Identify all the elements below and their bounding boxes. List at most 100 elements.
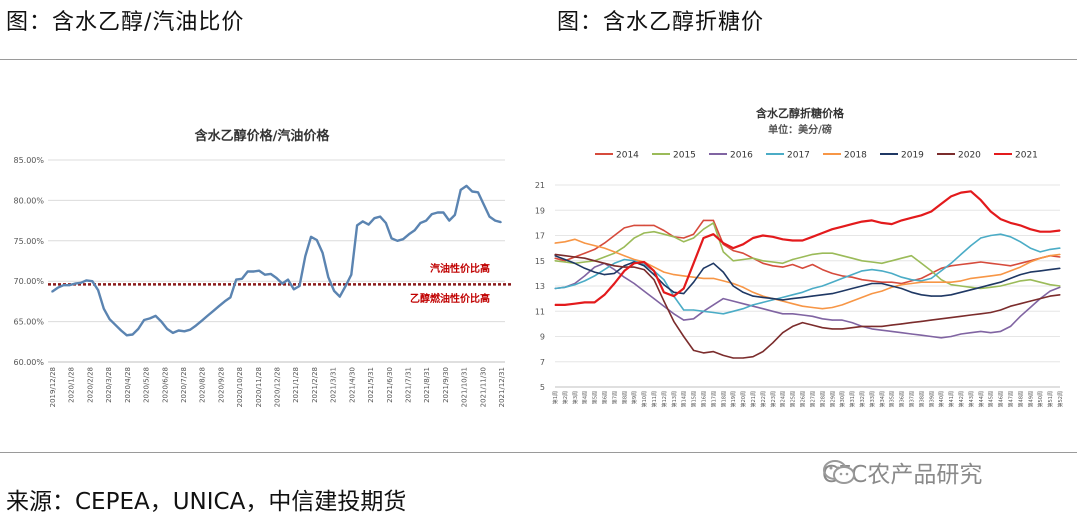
ratio-data-point [241,277,243,280]
data-point-2021 [594,301,596,304]
data-point-2020 [594,260,596,262]
data-point-2017 [940,270,942,272]
ratio-data-point [154,315,157,317]
data-point-2017 [1039,251,1041,253]
ratio-data-point [431,213,433,215]
ratio-data-point [114,324,117,326]
data-point-2015 [732,260,734,262]
right-x-tick-label: 第15周 [691,391,698,407]
data-point-2015 [1049,284,1051,286]
left-x-tick-label: 2020/2/28 [86,367,94,403]
data-point-2018 [702,277,705,280]
data-point-2021 [1029,228,1031,230]
data-point-2016 [999,330,1002,333]
right-x-tick-label: 第8周 [621,391,628,404]
right-y-tick-label: 7 [540,358,545,367]
data-point-2021 [762,234,764,237]
data-point-2021 [623,270,625,272]
data-point-2017 [792,294,794,296]
data-point-2017 [702,310,705,312]
data-point-2014 [841,275,843,277]
data-point-2014 [1059,256,1061,258]
left-x-tick-label: 2021/1/28 [292,367,300,403]
data-point-2015 [1019,280,1021,282]
ratio-data-point [246,270,249,273]
left-x-tick-label: 2020/12/28 [274,367,282,407]
data-point-2021 [683,287,685,290]
data-point-2017 [683,309,685,311]
data-point-2018 [653,266,655,268]
data-point-2016 [613,268,616,271]
data-point-2020 [673,320,675,322]
data-point-2015 [950,284,952,286]
ethanol-sugar-equivalent-chart: 含水乙醇折糖价格 单位：美分/磅 2014 2015 2016 2017 2018 201… [535,106,1064,407]
data-point-2020 [752,356,754,358]
data-point-2020 [970,314,972,316]
left-x-tick-label: 2021/3/31 [330,367,338,403]
data-point-2020 [554,253,556,256]
right-x-tick-label: 第27周 [809,391,816,407]
ratio-data-point [413,229,416,232]
data-point-2018 [980,276,982,278]
data-point-2021 [920,214,922,216]
data-point-2017 [1049,248,1051,250]
data-point-2016 [1019,315,1021,317]
right-x-tick-label: 第11周 [651,391,658,407]
ratio-data-point [488,215,491,218]
right-x-tick-label: 第41周 [948,391,955,407]
data-point-2019 [613,272,616,274]
data-point-2018 [960,280,962,282]
data-point-2018 [861,296,863,298]
data-point-2017 [623,258,625,261]
ratio-data-point [327,276,330,278]
data-point-2019 [900,287,903,290]
data-point-2021 [811,236,814,238]
data-point-2017 [841,277,843,280]
data-point-2018 [940,281,942,283]
series-line-2017 [554,233,1061,315]
data-point-2021 [702,237,705,239]
data-point-2018 [613,251,616,253]
data-point-2020 [999,309,1002,311]
right-x-tick-label: 第12周 [661,391,668,407]
data-point-2017 [722,313,724,315]
data-point-2014 [712,219,715,221]
data-point-2017 [574,284,576,286]
data-point-2020 [702,352,705,354]
data-point-2019 [742,291,744,293]
ratio-data-point [442,211,445,214]
data-point-2017 [1059,247,1061,249]
data-point-2015 [960,285,962,287]
data-point-2021 [970,190,972,192]
data-point-2017 [1009,236,1012,238]
left-figure-caption: 图：含水乙醇/汽油比价 [6,10,245,35]
data-point-2019 [861,285,863,287]
ratio-data-point [350,273,353,276]
left-x-tick-label: 2020/8/28 [199,367,207,403]
data-point-2019 [801,296,804,298]
left-x-tick-label: 2020/4/28 [124,367,132,403]
data-point-2020 [1039,298,1041,300]
data-point-2020 [653,279,655,281]
data-point-2018 [851,300,853,302]
data-point-2015 [900,257,903,259]
right-x-tick-label: 第52周 [1057,391,1064,407]
ratio-data-point [103,307,105,310]
data-point-2018 [584,242,586,244]
data-point-2019 [940,295,942,297]
ratio-data-point [315,239,318,241]
data-point-2016 [960,333,962,335]
data-point-2015 [712,222,715,224]
data-point-2015 [999,285,1002,287]
data-point-2018 [792,303,794,305]
data-point-2021 [574,303,576,305]
data-point-2014 [683,237,685,239]
data-point-2021 [603,294,606,296]
data-point-2018 [999,274,1002,276]
left-chart-series [51,184,502,337]
right-y-tick-label: 5 [540,383,545,392]
data-point-2019 [693,281,695,283]
data-point-2016 [940,337,942,339]
left-x-tick-label: 2020/11/28 [255,367,263,407]
ratio-data-point [189,328,191,331]
